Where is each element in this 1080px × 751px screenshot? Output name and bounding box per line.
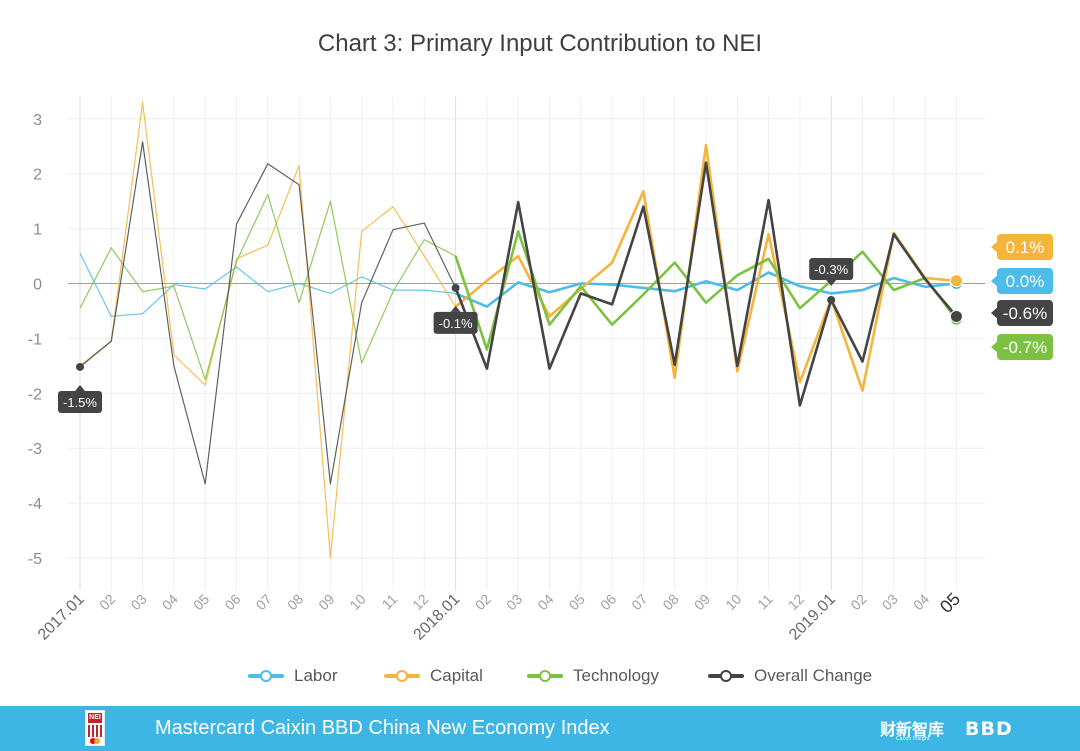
legend-item-capital[interactable]: Capital: [384, 664, 483, 688]
legend-item-technology[interactable]: Technology: [527, 664, 659, 688]
x-tick-label: 03: [879, 591, 901, 613]
legend-swatch-overall-change: [708, 666, 744, 686]
x-tick-label: 08: [659, 591, 681, 613]
series-line-technology-2017: [79, 194, 456, 381]
bbd-logo: BBD: [965, 718, 1013, 740]
caixin-insight-logo: 财新智库: [880, 720, 945, 739]
callouts: -1.5% -0.1% -0.3%: [58, 257, 854, 413]
x-tick-label: 07: [253, 591, 275, 613]
series-lines: [79, 101, 963, 559]
x-tick-label: 06: [597, 591, 619, 613]
footer-title: Mastercard Caixin BBD China New Economy …: [155, 717, 610, 739]
x-tick-label: 04: [159, 591, 181, 613]
callout-point: [76, 362, 84, 371]
y-tick-label: -2: [28, 386, 42, 403]
series-line-overall-change-2017: [79, 141, 457, 485]
callout-point: [451, 283, 460, 292]
x-tick-label: 03: [503, 591, 525, 613]
nei-logo: NEI: [85, 710, 105, 746]
legend-label-technology: Technology: [573, 666, 660, 685]
legend-item-labor[interactable]: Labor: [248, 664, 337, 688]
x-tick-label: 10: [722, 591, 744, 613]
legend-label-labor: Labor: [294, 666, 338, 685]
callout-pointer: [450, 305, 461, 312]
end-label-box: [997, 234, 1053, 260]
x-tick-label: 04: [910, 591, 932, 613]
x-tick-label: 11: [754, 591, 776, 613]
y-tick-label: 0: [33, 277, 42, 294]
callout-box: [433, 311, 478, 334]
x-tick-label: 06: [221, 591, 243, 613]
y-tick-label: 3: [33, 112, 42, 129]
legend: Labor Capital Technology Overall Change: [0, 664, 1080, 688]
x-tick-label: 02: [472, 591, 494, 613]
x-tick-label: 07: [628, 591, 650, 613]
end-label-box: [997, 300, 1053, 326]
x-tick-label: 08: [284, 591, 306, 613]
x-tick-label: 05: [190, 591, 212, 613]
x-tick-label: 04: [534, 591, 556, 613]
caixin-insight-sub: Caixin Insight: [896, 736, 930, 742]
x-tick-label: 09: [691, 591, 713, 613]
legend-label-capital: Capital: [430, 666, 483, 685]
callout-label: -0.3%: [814, 262, 848, 277]
y-tick-label: -5: [28, 551, 42, 568]
x-tick-label: 02: [847, 591, 869, 613]
end-label-box: [997, 334, 1053, 360]
y-tick-label: -1: [28, 331, 42, 348]
x-tick-label: 02: [96, 591, 118, 613]
series-line-labor-2018: [455, 271, 957, 308]
callout-box: [809, 257, 854, 280]
x-tick-label: 2017.01: [35, 591, 88, 644]
end-point-overall-change: [949, 309, 963, 323]
x-tick-label: 05: [936, 589, 964, 617]
x-tick-label: 10: [346, 591, 368, 613]
legend-swatch-labor: [248, 666, 284, 686]
x-tick-label: 05: [566, 591, 588, 613]
end-labels: 0.1% 0.0% -0.6% -0.7%: [991, 234, 1053, 360]
legend-label-overall-change: Overall Change: [754, 666, 873, 685]
end-label-technology: -0.7%: [1003, 338, 1047, 357]
footer-bar: NEI Mastercard Caixin BBD China New Econ…: [0, 706, 1080, 751]
series-line-capital-2017: [79, 101, 457, 559]
legend-swatch-technology: [527, 666, 563, 686]
chart-title: Chart 3: Primary Input Contribution to N…: [317, 30, 763, 57]
legend-swatch-capital: [384, 666, 420, 686]
callout-pointer: [75, 384, 85, 391]
x-tick-label: 03: [127, 591, 149, 613]
y-tick-label: -4: [28, 496, 42, 513]
y-tick-label: 2: [33, 167, 42, 184]
callout-pointer: [826, 279, 837, 286]
end-label-capital: 0.1%: [1006, 238, 1045, 257]
mastercard-icon: [90, 738, 96, 744]
y-tick-label: -3: [28, 441, 42, 458]
end-point-capital: [949, 274, 963, 288]
callout-label: -0.1%: [439, 316, 473, 331]
callout-point: [827, 295, 836, 304]
callout-box: [58, 390, 102, 413]
series-line-overall-change-2018: [454, 161, 958, 407]
x-tick-label: 12: [409, 591, 431, 613]
x-tick-label: 11: [379, 591, 401, 613]
callout-label: -1.5%: [63, 395, 97, 410]
end-label-labor: 0.0%: [1006, 272, 1045, 291]
end-label-box: [997, 268, 1053, 294]
x-tick-label: 09: [315, 591, 337, 613]
series-line-labor-2017: [79, 253, 456, 317]
nei-logo-text: NEI: [88, 713, 102, 723]
series-line-technology-2018: [454, 230, 958, 351]
legend-item-overall-change[interactable]: Overall Change: [708, 664, 872, 688]
y-tick-label: 1: [33, 222, 42, 239]
x-tick-label: 12: [785, 591, 807, 613]
end-label-overall-change: -0.6%: [1003, 304, 1047, 323]
